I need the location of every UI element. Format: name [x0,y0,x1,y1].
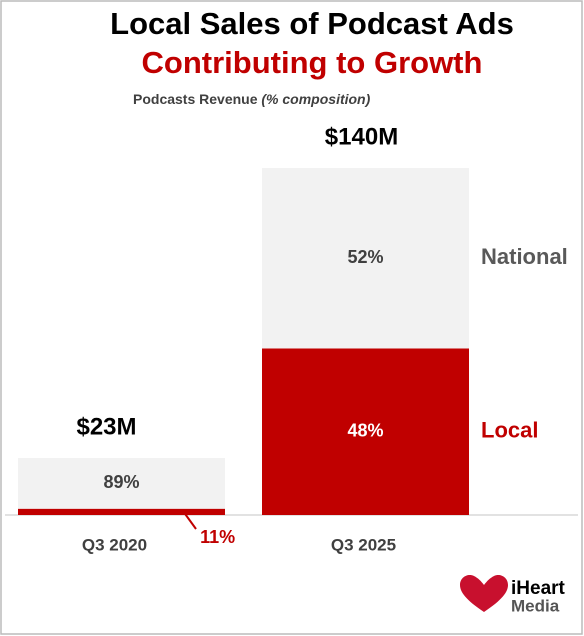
legend-label: National [481,244,568,269]
legend-label: Local [481,418,538,443]
logo-heart [460,575,508,612]
x-tick-label: Q3 2025 [331,535,396,554]
chart-title: Local Sales of Podcast Ads [110,6,514,41]
data-label: 11% [200,527,235,547]
logo-text: iHeart [511,578,566,599]
chart-subtitle: Contributing to Growth [142,45,483,80]
data-label: 52% [347,247,383,267]
caption: Podcasts Revenue (% composition) [133,91,371,107]
x-tick-label: Q3 2020 [82,535,147,554]
data-label: 48% [347,420,383,440]
bar-segment [262,348,469,515]
bar-segment [18,508,225,515]
bar-segment [262,168,469,349]
total-label: $23M [76,413,136,440]
logo: iHeart Media [460,575,566,615]
leader-line [182,511,197,530]
bar-segment [18,457,225,509]
data-label: 89% [103,472,139,492]
caption-note: (% composition) [261,91,370,107]
total-label: $140M [325,123,398,150]
caption-text: Podcasts Revenue [133,91,258,107]
logo-text: Media [511,596,560,615]
